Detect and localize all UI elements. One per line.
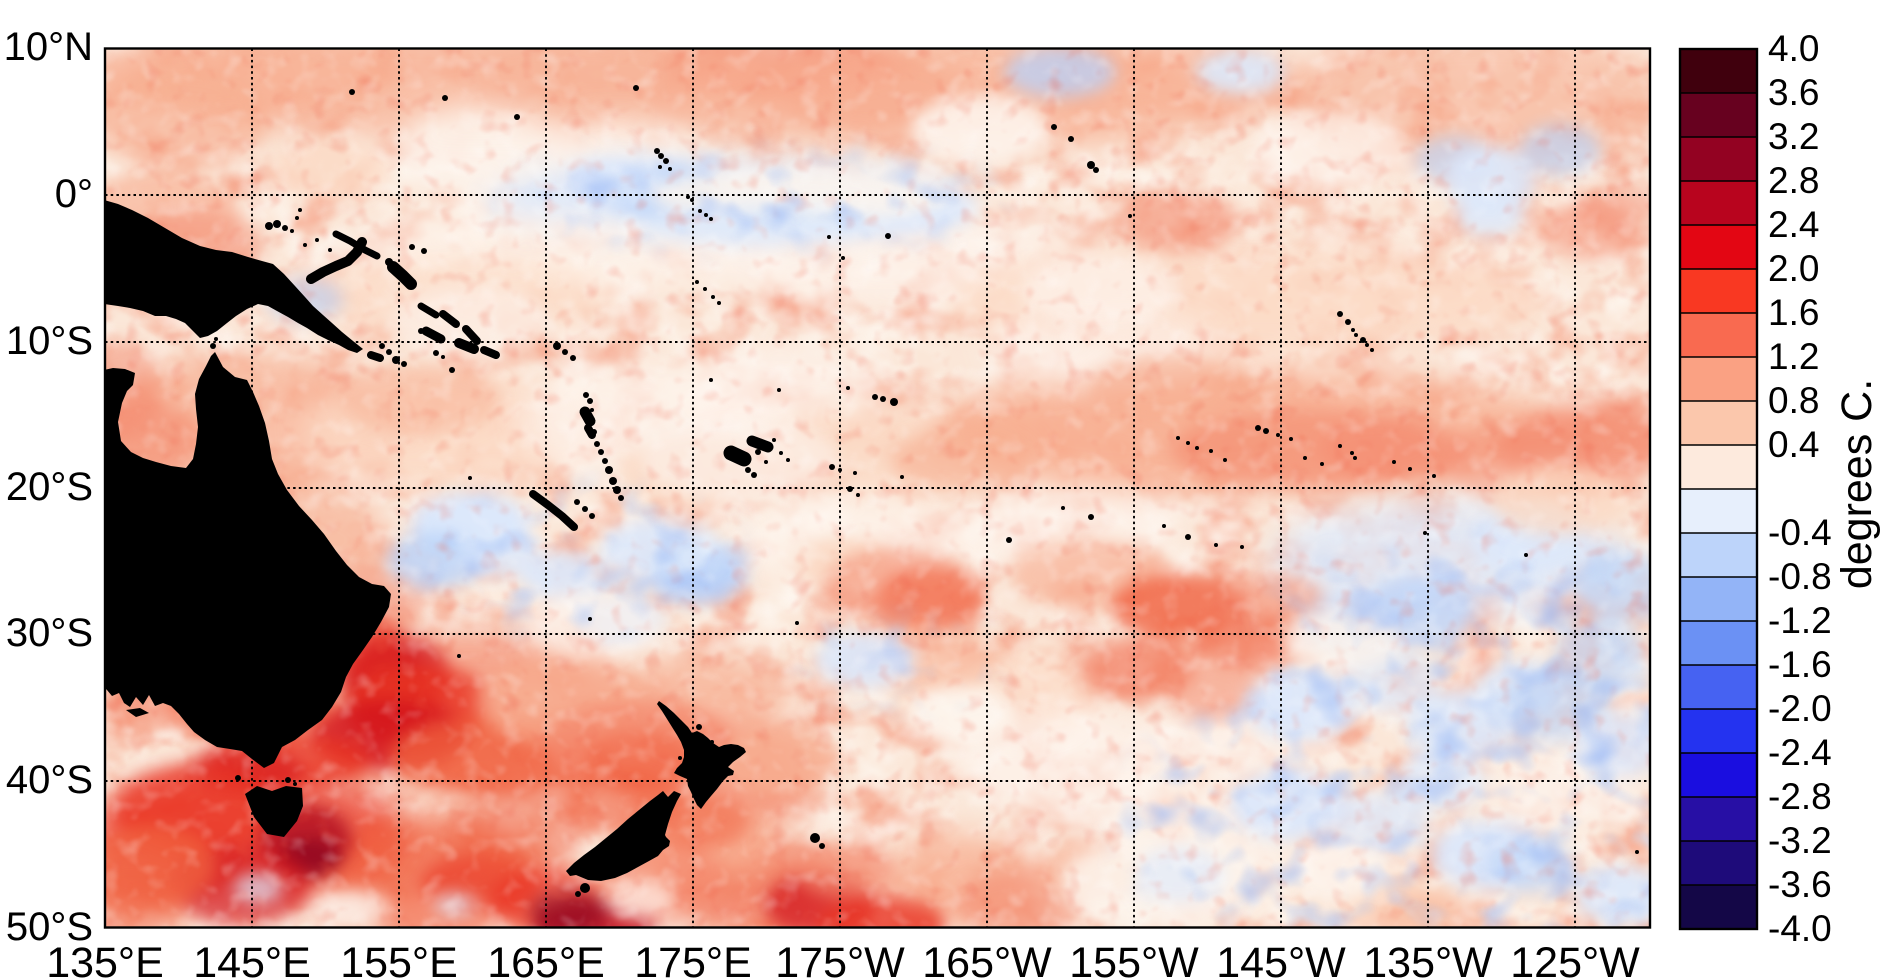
svg-text:10°N: 10°N — [4, 25, 93, 69]
svg-text:40°S: 40°S — [6, 758, 93, 802]
svg-text:-1.2: -1.2 — [1768, 600, 1832, 641]
svg-text:125°W: 125°W — [1510, 939, 1640, 980]
svg-text:0.8: 0.8 — [1768, 380, 1819, 421]
svg-text:10°S: 10°S — [6, 319, 93, 363]
svg-text:155°E: 155°E — [340, 939, 458, 980]
svg-text:165°E: 165°E — [487, 939, 605, 980]
svg-text:155°W: 155°W — [1069, 939, 1199, 980]
svg-text:2.8: 2.8 — [1768, 160, 1819, 201]
svg-text:1.6: 1.6 — [1768, 292, 1819, 333]
svg-text:145°W: 145°W — [1216, 939, 1346, 980]
svg-text:2.0: 2.0 — [1768, 248, 1819, 289]
svg-text:-3.2: -3.2 — [1768, 820, 1832, 861]
svg-text:-1.6: -1.6 — [1768, 644, 1832, 685]
svg-text:0.4: 0.4 — [1768, 424, 1819, 465]
svg-text:-0.4: -0.4 — [1768, 512, 1832, 553]
svg-text:135°E: 135°E — [46, 939, 164, 980]
svg-text:-2.8: -2.8 — [1768, 776, 1832, 817]
svg-text:1.2: 1.2 — [1768, 336, 1819, 377]
svg-text:3.6: 3.6 — [1768, 72, 1819, 113]
svg-text:135°W: 135°W — [1363, 939, 1493, 980]
svg-text:20°S: 20°S — [6, 465, 93, 509]
svg-text:50°S: 50°S — [6, 905, 93, 949]
svg-text:-4.0: -4.0 — [1768, 908, 1832, 949]
svg-text:-3.6: -3.6 — [1768, 864, 1832, 905]
svg-text:175°E: 175°E — [634, 939, 752, 980]
svg-text:175°W: 175°W — [775, 939, 905, 980]
svg-text:-2.0: -2.0 — [1768, 688, 1832, 729]
svg-text:4.0: 4.0 — [1768, 28, 1819, 69]
svg-text:2.4: 2.4 — [1768, 204, 1819, 245]
svg-text:30°S: 30°S — [6, 611, 93, 655]
svg-text:3.2: 3.2 — [1768, 116, 1819, 157]
svg-text:degrees C.: degrees C. — [1833, 379, 1881, 589]
svg-text:165°W: 165°W — [922, 939, 1052, 980]
svg-text:-0.8: -0.8 — [1768, 556, 1832, 597]
svg-text:0°: 0° — [55, 172, 93, 216]
svg-text:-2.4: -2.4 — [1768, 732, 1832, 773]
svg-text:145°E: 145°E — [193, 939, 311, 980]
